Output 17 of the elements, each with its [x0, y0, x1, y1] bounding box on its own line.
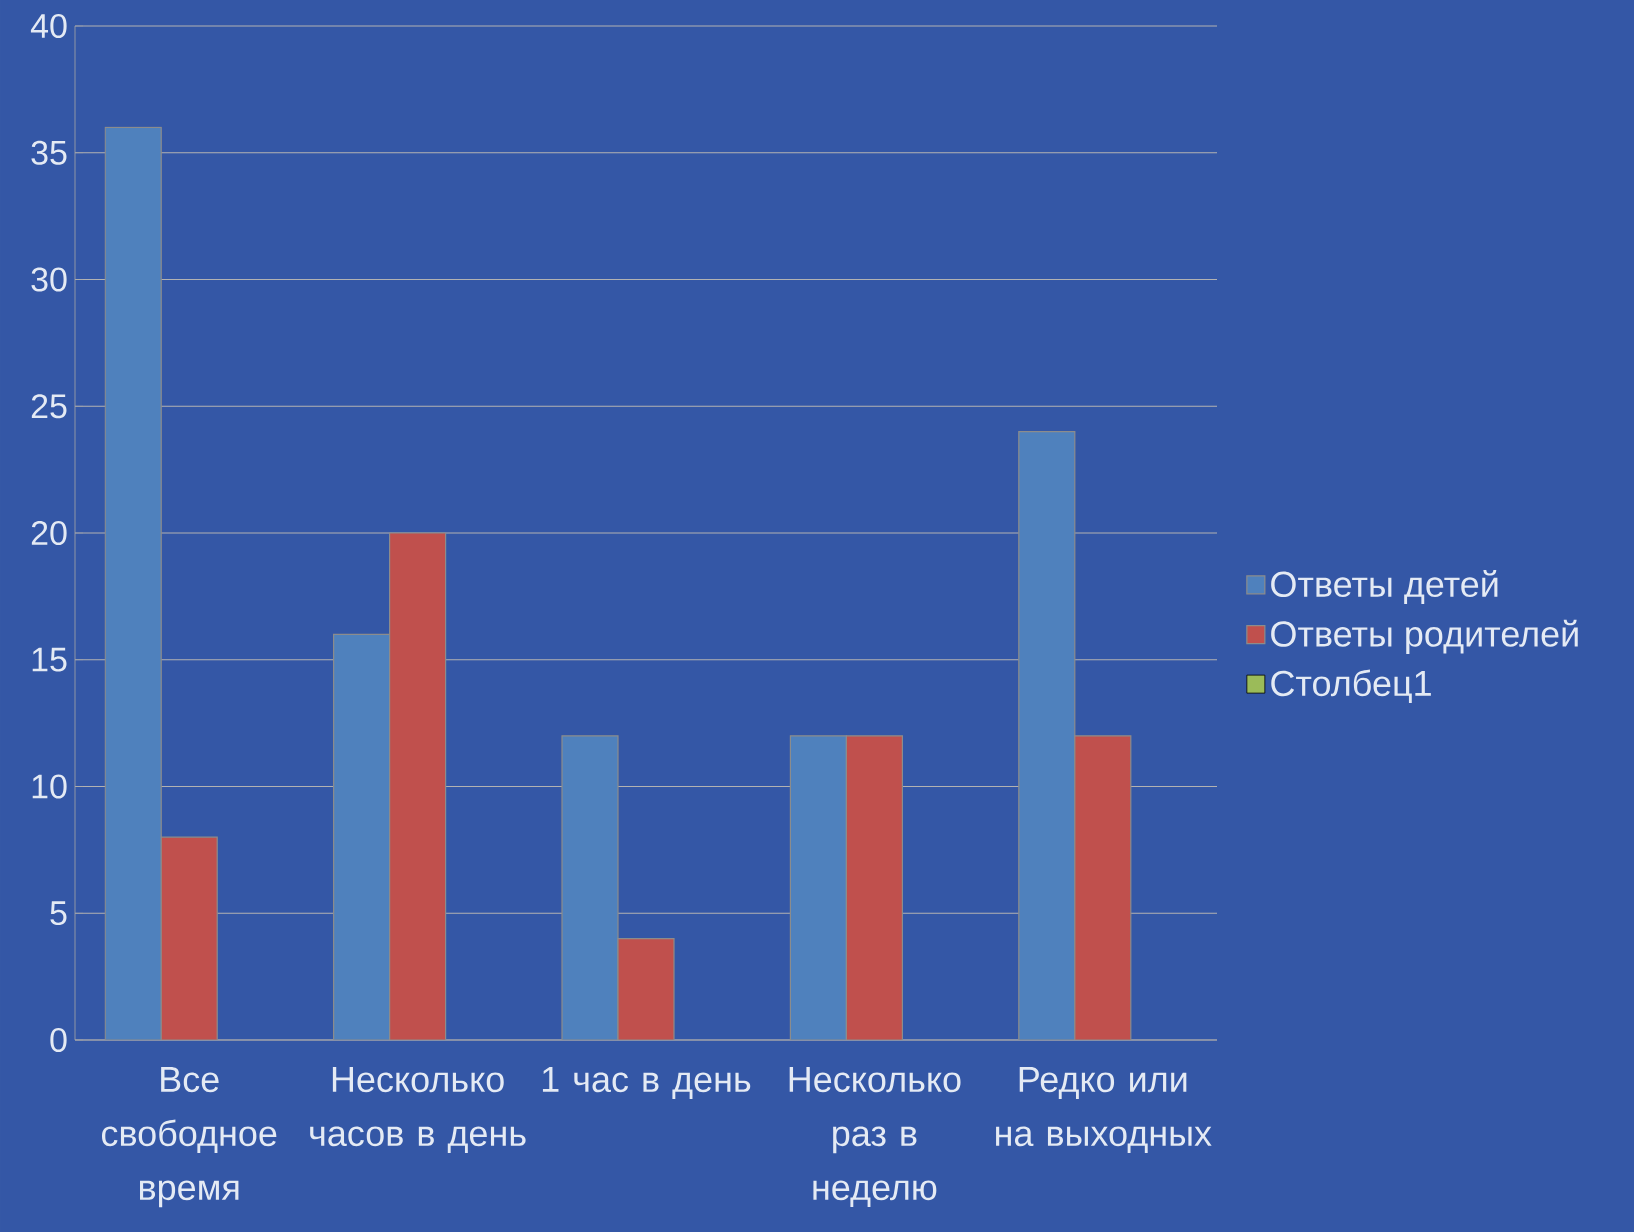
y-tick-label: 10 — [32, 774, 67, 799]
legend-label: Ответы детей — [1271, 569, 1498, 604]
x-tick-label: Несколько часов в день — [310, 1067, 526, 1153]
x-tick-label: Несколько раз в неделю — [789, 1067, 961, 1207]
y-tick-label: 25 — [31, 394, 67, 419]
legend-label: Столбец1 — [1271, 669, 1431, 703]
y-tick-label: 5 — [50, 901, 67, 926]
x-tick-label: Все свободное время — [101, 1067, 277, 1208]
legend-label: Ответы родителей — [1271, 619, 1578, 654]
y-tick-label: 40 — [30, 13, 67, 39]
y-tick-label: 35 — [31, 140, 67, 165]
y-tick-label: 15 — [32, 647, 67, 672]
x-tick-label: 1 час в день — [542, 1067, 751, 1099]
y-tick-label: 20 — [31, 520, 67, 546]
y-tick-label: 0 — [50, 1027, 67, 1053]
y-tick-label: 30 — [31, 267, 67, 292]
x-tick-label: Редко или на выходных — [996, 1067, 1212, 1153]
